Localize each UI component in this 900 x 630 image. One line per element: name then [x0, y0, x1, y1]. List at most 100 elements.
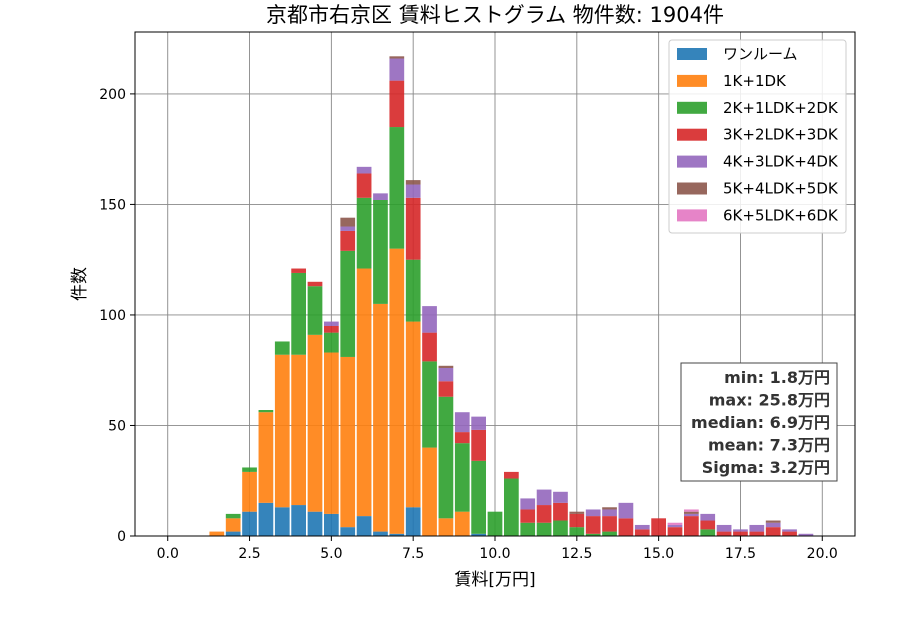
x-tick-label: 5.0 — [320, 546, 342, 562]
legend-swatch — [677, 182, 707, 195]
bar-segment — [373, 303, 388, 532]
bar-segment — [700, 520, 716, 530]
bar-segment — [242, 511, 257, 536]
bar-segment — [307, 334, 323, 512]
bar-segment — [454, 443, 470, 512]
bar-segment — [324, 326, 339, 333]
legend-swatch — [677, 101, 707, 114]
bar-segment — [307, 281, 323, 287]
stats-frame — [680, 362, 838, 482]
legend-swatch — [677, 48, 707, 60]
bar-segment — [389, 533, 405, 536]
bar-segment — [667, 527, 683, 536]
x-tick-label: 15.0 — [643, 546, 674, 562]
bar-segment — [438, 368, 454, 382]
bar-segment — [389, 58, 405, 81]
x-tick-label: 17.5 — [725, 546, 756, 562]
bar-segment — [520, 522, 536, 536]
bar-segment — [454, 511, 470, 536]
bar-segment — [585, 509, 601, 517]
x-tick-label: 12.5 — [561, 546, 592, 562]
bar-segment — [765, 520, 781, 523]
bar-segment — [405, 507, 421, 536]
bar-segment — [438, 518, 454, 536]
bar-segment — [487, 511, 503, 536]
chart-title: 京都市右京区 賃料ヒストグラム 物件数: 1904件 — [266, 3, 724, 27]
legend-label: 2K+1LDK+2DK — [723, 99, 839, 117]
bar-segment — [274, 341, 290, 355]
bar-segment — [454, 412, 470, 433]
bar-segment — [749, 524, 765, 532]
bar-segment — [274, 507, 290, 536]
bar-segment — [225, 513, 241, 519]
legend-label: 1K+1DK — [723, 72, 787, 90]
bar-segment — [225, 531, 241, 536]
bar-segment — [422, 332, 437, 362]
bar-segment — [373, 193, 388, 200]
bar-segment — [733, 531, 748, 536]
bar-segment — [389, 56, 405, 59]
legend-swatch — [677, 209, 707, 222]
stats-line: min: 1.8万円 — [724, 368, 830, 387]
bar-segment — [405, 197, 421, 260]
bar-segment — [438, 365, 454, 368]
bar-segment — [258, 502, 274, 536]
bar-segment — [667, 522, 683, 525]
bar-segment — [553, 491, 568, 503]
bar-segment — [602, 531, 617, 536]
bar-segment — [733, 529, 748, 532]
bar-segment — [405, 184, 421, 198]
bar-segment — [765, 522, 781, 528]
bar-segment — [438, 381, 454, 397]
stats-line: Sigma: 3.2万円 — [702, 458, 830, 477]
bar-segment — [749, 531, 765, 536]
stats-box: min: 1.8万円 max: 25.8万円 median: 6.9万円 mean: … — [680, 362, 838, 482]
bar-segment — [798, 533, 814, 536]
bar-segment — [700, 513, 716, 521]
stats-line: median: 6.9万円 — [691, 413, 830, 432]
bar-segment — [782, 531, 797, 536]
bar-segment — [536, 505, 552, 523]
bar-segment — [373, 200, 388, 304]
bar-segment — [602, 509, 617, 517]
bar-segment — [684, 513, 699, 517]
bar-segment — [307, 511, 323, 536]
bar-segment — [356, 166, 372, 174]
bar-segment — [618, 502, 634, 519]
bar-segment — [389, 80, 405, 128]
bar-segment — [340, 230, 356, 251]
bar-segment — [585, 516, 601, 534]
bar-segment — [520, 509, 536, 523]
bar-segment — [291, 354, 306, 506]
bar-segment — [389, 127, 405, 249]
bar-segment — [324, 332, 339, 353]
x-axis-label: 賃料[万円] — [454, 570, 535, 590]
y-tick-label: 0 — [117, 529, 126, 545]
bar-segment — [356, 173, 372, 198]
x-tick-label: 0.0 — [157, 546, 179, 562]
bar-segment — [422, 447, 437, 536]
bar-segment — [209, 531, 225, 536]
bar-segment — [242, 467, 257, 472]
bar-segment — [340, 356, 356, 528]
y-tick-label: 100 — [99, 308, 126, 324]
y-axis-label: 件数 — [70, 267, 90, 301]
legend-label: ワンルーム — [723, 45, 798, 63]
bar-segment — [324, 513, 339, 536]
bar-segment — [340, 226, 356, 231]
bar-segment — [782, 529, 797, 532]
bar-segment — [684, 511, 699, 514]
bar-segment — [356, 516, 372, 536]
bar-segment — [405, 321, 421, 508]
bar-segment — [569, 511, 585, 514]
x-tick-label: 10.0 — [479, 546, 510, 562]
bar-segment — [520, 498, 536, 510]
legend-label: 5K+4LDK+5DK — [723, 180, 839, 198]
bar-segment — [471, 416, 486, 430]
bar-segment — [684, 509, 699, 512]
bar-segment — [324, 352, 339, 514]
bar-segment — [553, 520, 568, 536]
legend-box — [668, 39, 847, 234]
legend-label: 6K+5LDK+6DK — [723, 206, 839, 224]
